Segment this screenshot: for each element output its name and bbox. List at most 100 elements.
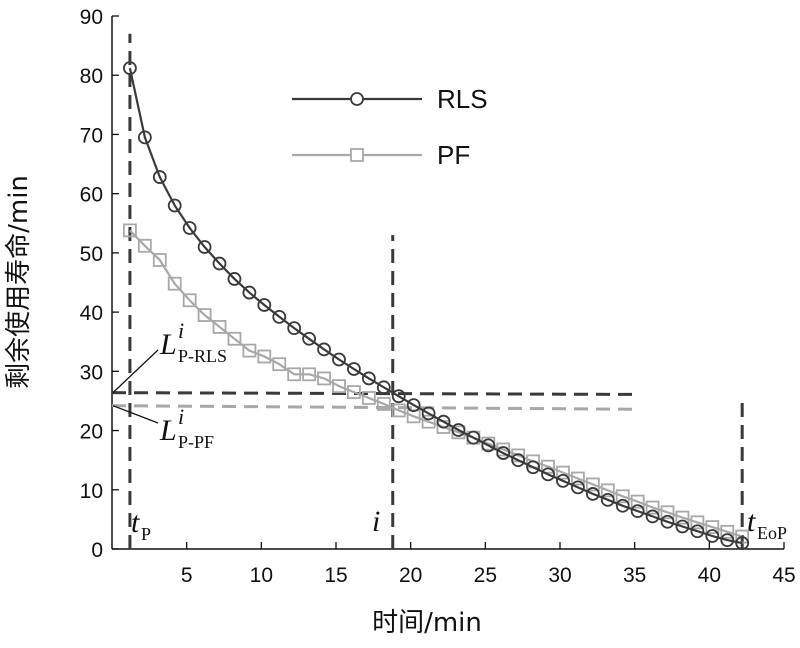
point-pf — [391, 403, 406, 418]
x-tick-label: 30 — [548, 564, 571, 587]
point-pf — [615, 489, 630, 504]
point-rls — [615, 498, 630, 513]
point-rls — [496, 446, 511, 460]
legend-label-pf: PF — [437, 140, 470, 170]
annotation-l-pf: L — [159, 414, 177, 447]
legend-marker-pf — [350, 148, 364, 162]
annotation-sup: i — [178, 318, 184, 343]
point-pf — [272, 357, 287, 372]
y-tick-label: 50 — [80, 243, 103, 266]
point-pf — [511, 448, 526, 463]
point-pf — [376, 397, 391, 411]
point-rls — [302, 331, 317, 346]
y-tick-label: 0 — [91, 539, 103, 562]
point-rls — [556, 473, 570, 488]
annotation-tp: t — [131, 506, 140, 539]
annotation-sub: P-RLS — [178, 346, 227, 366]
legend-marker-rls — [350, 92, 364, 106]
point-rls — [645, 509, 660, 524]
point-rls — [585, 487, 600, 501]
annotation-sub: P — [141, 524, 151, 544]
point-rls — [600, 492, 615, 507]
point-pf — [347, 385, 361, 399]
point-pf — [585, 477, 600, 492]
point-rls — [272, 309, 287, 324]
point-pf — [660, 505, 675, 520]
y-tick-label: 90 — [80, 6, 103, 29]
annotation-sub: P-PF — [178, 432, 214, 452]
series-line-pf — [129, 229, 743, 538]
y-tick-label: 70 — [80, 124, 103, 147]
point-pf — [317, 371, 331, 386]
point-rls — [391, 389, 406, 404]
y-tick-label: 10 — [80, 480, 103, 503]
x-tick-label: 25 — [474, 564, 497, 587]
annotation-sub: EoP — [757, 523, 787, 543]
point-pf — [287, 367, 302, 382]
point-pf — [645, 500, 660, 515]
y-tick-label: 60 — [80, 184, 103, 207]
point-rls — [347, 362, 361, 376]
point-pf — [167, 276, 182, 291]
point-rls — [123, 61, 137, 76]
leader-line-l-pf — [112, 405, 159, 424]
point-pf — [600, 483, 615, 498]
point-rls — [705, 529, 720, 543]
annotation-i: i — [372, 505, 380, 538]
x-tick-label: 20 — [399, 564, 422, 587]
point-pf — [197, 308, 212, 322]
point-pf — [720, 524, 735, 539]
point-rls — [212, 256, 227, 271]
point-rls — [735, 536, 750, 550]
point-pf — [332, 379, 346, 394]
point-rls — [526, 460, 541, 475]
point-pf — [212, 320, 227, 334]
point-rls — [481, 438, 496, 453]
point-pf — [137, 238, 152, 253]
y-axis-title: 剩余使用寿命/min — [4, 175, 34, 389]
point-rls — [361, 371, 376, 386]
axes — [111, 16, 784, 550]
guide-horizontal-L_PF — [111, 404, 635, 411]
point-pf — [227, 331, 242, 346]
point-rls — [541, 467, 555, 482]
point-rls — [720, 533, 735, 548]
point-pf — [152, 253, 167, 267]
annotation-teop: t — [747, 505, 756, 538]
point-pf — [541, 459, 555, 474]
x-axis-title: 时间/min — [372, 608, 482, 638]
point-rls — [466, 430, 481, 445]
point-rls — [332, 352, 346, 367]
y-tick-label: 40 — [80, 302, 103, 325]
point-pf — [361, 391, 376, 405]
point-pf — [182, 293, 197, 308]
series-group — [123, 61, 750, 550]
point-rls — [376, 380, 391, 395]
leader-line-l-rls — [112, 349, 159, 394]
legend: RLS PF — [292, 84, 488, 170]
point-pf — [675, 510, 690, 525]
point-pf — [571, 471, 585, 486]
point-rls — [571, 480, 585, 495]
point-pf — [421, 414, 436, 429]
y-tick-label: 20 — [80, 421, 103, 444]
guide-horizontal-L_RLS — [111, 391, 635, 396]
point-pf — [123, 223, 137, 238]
point-rls — [242, 285, 257, 300]
point-rls — [451, 423, 466, 437]
point-pf — [242, 343, 257, 358]
legend-label-rls: RLS — [437, 84, 488, 114]
point-rls — [137, 130, 152, 145]
annotation-l-rls: L — [159, 328, 177, 361]
point-pf — [630, 494, 645, 509]
point-rls — [436, 414, 451, 429]
ticks: 5 10 15 20 25 30 35 40 45 0 10 20 30 40 50 60 70 80 90 — [80, 6, 796, 587]
point-rls — [406, 398, 421, 412]
point-rls — [152, 170, 167, 184]
point-rls — [690, 524, 705, 539]
point-rls — [257, 298, 272, 312]
annotation-sup: i — [178, 404, 184, 429]
point-pf — [556, 465, 570, 480]
x-tick-label: 45 — [772, 564, 795, 587]
